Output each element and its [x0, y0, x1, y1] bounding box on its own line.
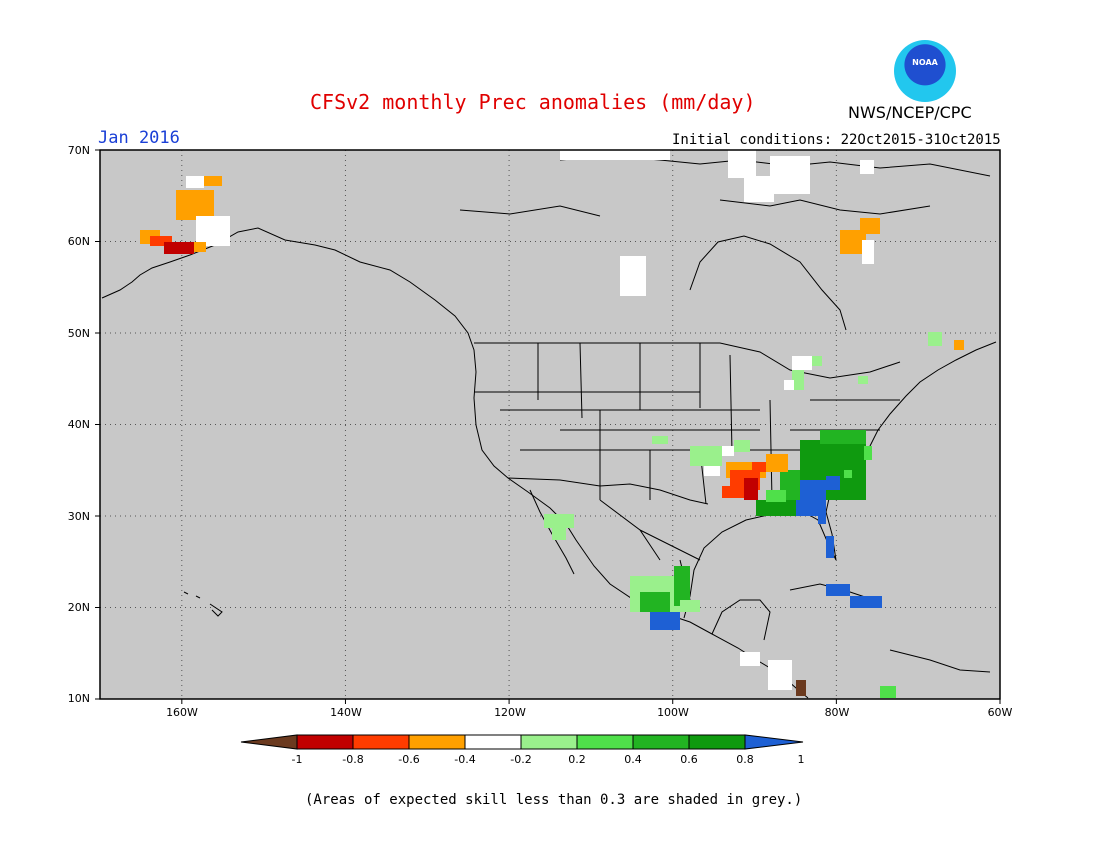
lon-label-140w: 140W — [330, 706, 362, 719]
colorbar-label: -0.2 — [510, 753, 532, 766]
anomaly-shading — [140, 150, 964, 698]
colorbar-swatch — [296, 734, 354, 750]
colorbar-label: 0.2 — [568, 753, 586, 766]
lat-label-50n: 50N — [67, 327, 90, 340]
lat-label-20n: 20N — [67, 601, 90, 614]
lon-label-100w: 100W — [657, 706, 689, 719]
lon-label-120w: 120W — [494, 706, 526, 719]
colorbar-swatch — [352, 734, 410, 750]
colorbar-label: -0.8 — [342, 753, 364, 766]
agency-label: NWS/NCEP/CPC — [848, 103, 972, 122]
initial-conditions-label: Initial conditions: 22Oct2015-31Oct2015 — [672, 132, 1001, 148]
colorbar-swatch — [688, 734, 746, 750]
colorbar-label: 1 — [797, 753, 805, 766]
skill-note: (Areas of expected skill less than 0.3 a… — [305, 792, 803, 808]
lat-label-70n: 70N — [67, 144, 90, 157]
colorbar-label: 0.4 — [624, 753, 642, 766]
lon-label-160w: 160W — [166, 706, 198, 719]
colorbar-label: -1 — [291, 753, 303, 766]
lat-label-40n: 40N — [67, 418, 90, 431]
colorbar-swatch — [576, 734, 634, 750]
axis-ticks — [95, 149, 1001, 704]
colorbar-swatch — [632, 734, 690, 750]
lon-label-80w: 80W — [824, 706, 850, 719]
lat-label-30n: 30N — [67, 510, 90, 523]
colorbar-swatch — [520, 734, 578, 750]
colorbar-swatch — [464, 734, 522, 750]
page-title: CFSv2 monthly Prec anomalies (mm/day) — [310, 90, 756, 114]
lat-label-60n: 60N — [67, 235, 90, 248]
valid-month-label: Jan 2016 — [98, 128, 180, 148]
lon-label-60w: 60W — [987, 706, 1013, 719]
colorbar-label: 0.6 — [680, 753, 698, 766]
noaa-logo: NOAA — [894, 40, 956, 102]
colorbar-swatch — [408, 734, 466, 750]
colorbar-arrow-low — [240, 734, 298, 750]
colorbar-label: -0.6 — [398, 753, 420, 766]
colorbar-label: 0.8 — [736, 753, 754, 766]
lat-label-10n: 10N — [67, 692, 90, 705]
political-borders — [474, 342, 901, 601]
colorbar-arrow-high — [744, 734, 804, 750]
colorbar-label: -0.4 — [454, 753, 476, 766]
noaa-logo-text: NOAA — [912, 58, 938, 67]
colorbar — [240, 734, 804, 750]
